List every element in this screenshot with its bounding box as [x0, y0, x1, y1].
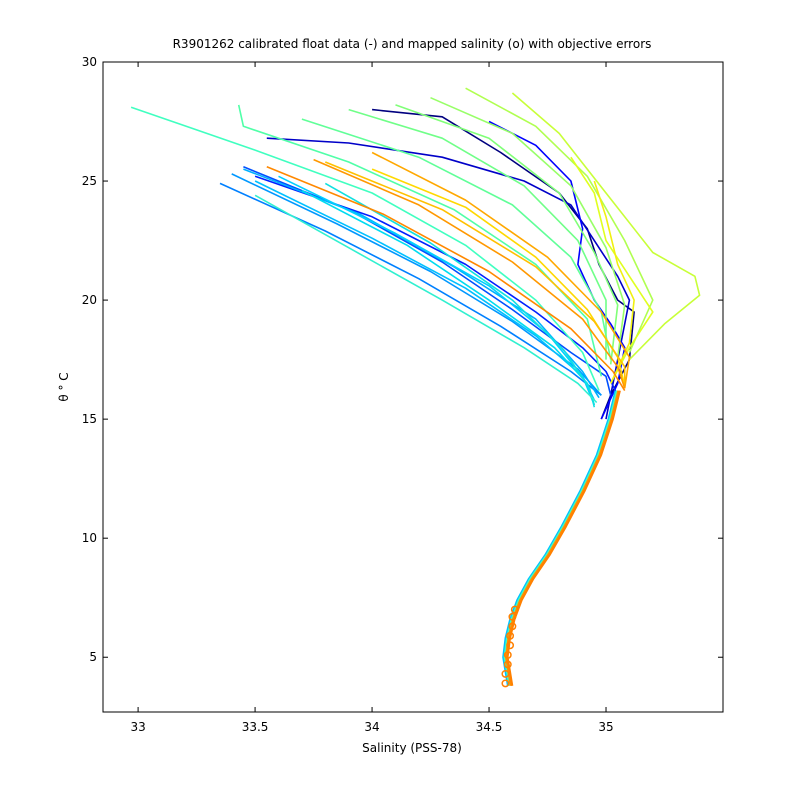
profile-line-6	[219, 182, 602, 396]
profile-line-3	[488, 120, 626, 420]
deep-profile-line-2	[503, 390, 619, 686]
y-tick-label: 10	[82, 531, 97, 545]
y-tick-label: 15	[82, 412, 97, 426]
x-tick-label: 35	[598, 720, 613, 734]
mapped-salinity-marker	[501, 679, 510, 688]
y-tick-label: 30	[82, 55, 97, 69]
deep-profile-line-4	[506, 390, 621, 686]
profile-line-7	[231, 173, 602, 396]
profile-line-15	[237, 104, 603, 377]
profile-line-25	[324, 161, 626, 389]
mapped-salinity-marker	[508, 612, 517, 621]
mapped-salinity-marker	[510, 605, 519, 614]
deep-profile-line-3	[505, 390, 620, 686]
mapped-salinity-marker	[508, 622, 517, 631]
mapped-salinity-marker	[506, 641, 515, 650]
profile-line-17	[348, 108, 607, 360]
y-tick-label: 20	[82, 293, 97, 307]
profile-line-12	[324, 182, 596, 408]
y-axis-label: θ ° C	[57, 372, 71, 401]
y-tick-label: 25	[82, 174, 97, 188]
profile-line-18	[395, 104, 619, 365]
profile-line-16	[301, 118, 612, 360]
axes-frame	[102, 61, 724, 713]
profile-line-21	[511, 92, 701, 361]
deep-profile-line-1	[502, 390, 617, 686]
x-tick-label: 34	[364, 720, 379, 734]
profile-line-14	[130, 106, 600, 391]
profile-line-8	[243, 168, 600, 399]
profile-line-4	[254, 175, 619, 396]
profile-line-13	[254, 194, 598, 404]
profile-line-27	[313, 158, 626, 389]
y-axis: 5 10 15 20 25 30	[82, 55, 723, 664]
mapped-salinity-marker	[503, 650, 512, 659]
y-tick-label: 5	[89, 650, 97, 664]
profile-line-26	[371, 151, 631, 389]
profile-line-22	[570, 156, 654, 384]
mapped-salinity-marker	[503, 660, 512, 669]
profile-line-23	[593, 180, 635, 384]
x-tick-label: 33.5	[242, 720, 269, 734]
profile-line-24	[371, 168, 626, 386]
mapped-salinity-marker	[506, 631, 515, 640]
profile-line-20	[465, 87, 654, 353]
chart-title: R3901262 calibrated float data (-) and m…	[173, 37, 652, 51]
profile-line-1	[372, 108, 635, 420]
x-axis: 33 33.5 34 34.5 35	[130, 62, 614, 734]
mapped-salinity-marker	[501, 669, 510, 678]
plot-area	[130, 87, 701, 688]
profile-line-19	[430, 96, 626, 358]
x-tick-label: 33	[130, 720, 145, 734]
x-axis-label: Salinity (PSS-78)	[362, 741, 462, 755]
x-tick-label: 34.5	[476, 720, 503, 734]
profile-line-28	[266, 166, 626, 392]
